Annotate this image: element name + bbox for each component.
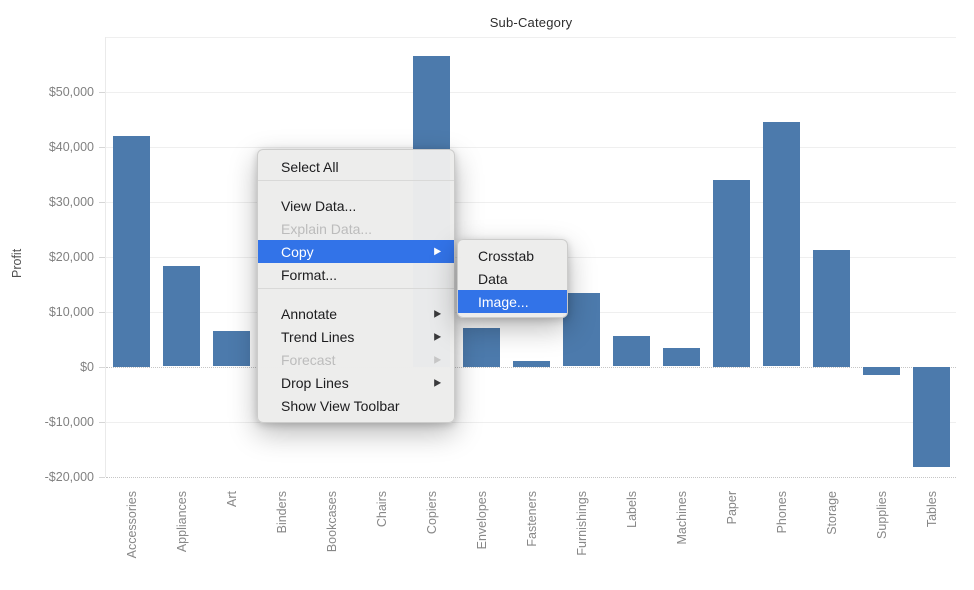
x-label-storage: Storage xyxy=(824,491,839,535)
bar-supplies[interactable] xyxy=(863,367,900,375)
context-menu-item-annotate[interactable]: Annotate ▶ xyxy=(258,302,454,325)
context-menu-item-label: View Data... xyxy=(281,197,357,214)
y-tick-mark xyxy=(99,202,105,203)
y-tick-label-10000: $10,000 xyxy=(48,305,94,319)
submenu-arrow-icon: ▶ xyxy=(434,307,441,319)
y-tick-label--10000: -$10,000 xyxy=(44,415,94,429)
bar-tables[interactable] xyxy=(913,367,950,467)
context-menu-item-label: Forecast xyxy=(281,351,336,368)
copy-submenu-item-image[interactable]: Image... xyxy=(458,290,567,313)
submenu-arrow-icon: ▶ xyxy=(434,330,441,342)
x-label-copiers: Copiers xyxy=(424,491,439,535)
copy-submenu-item-label: Image... xyxy=(478,293,529,310)
gridline--10000 xyxy=(106,422,956,423)
x-label-envelopes: Envelopes xyxy=(474,491,489,550)
x-label-paper: Paper xyxy=(724,491,739,525)
context-menu-separator xyxy=(258,288,454,289)
bar-fasteners[interactable] xyxy=(513,361,550,367)
context-menu-item-trend-lines[interactable]: Trend Lines ▶ xyxy=(258,325,454,348)
gridline-40000 xyxy=(106,147,956,148)
x-label-tables: Tables xyxy=(924,491,939,528)
y-tick-mark xyxy=(99,147,105,148)
context-menu-item-copy[interactable]: Copy ▶ xyxy=(258,240,454,263)
context-menu-item-explain-data: Explain Data... xyxy=(258,217,454,240)
bar-paper[interactable] xyxy=(713,180,750,367)
submenu-arrow-icon: ▶ xyxy=(434,245,441,257)
x-label-art: Art xyxy=(224,491,239,507)
x-label-binders: Binders xyxy=(274,491,289,534)
gridline--20000 xyxy=(106,477,956,478)
y-tick-mark xyxy=(99,92,105,93)
x-label-phones: Phones xyxy=(774,491,789,534)
context-menu-item-label: Select All xyxy=(281,158,339,175)
context-menu-item-label: Drop Lines xyxy=(281,374,349,391)
y-axis-line xyxy=(105,37,106,477)
bar-storage[interactable] xyxy=(813,250,850,367)
y-tick-mark xyxy=(99,257,105,258)
x-label-appliances: Appliances xyxy=(174,491,189,553)
copy-submenu-item-crosstab[interactable]: Crosstab xyxy=(458,244,567,267)
x-label-furnishings: Furnishings xyxy=(574,491,589,556)
copy-submenu: Crosstab Data Image... xyxy=(457,239,568,318)
bar-phones[interactable] xyxy=(763,122,800,366)
bar-appliances[interactable] xyxy=(163,266,200,366)
bar-furnishings[interactable] xyxy=(563,293,600,366)
copy-submenu-item-label: Crosstab xyxy=(478,247,535,264)
bar-machines[interactable] xyxy=(663,348,700,366)
gridline-60000 xyxy=(106,37,956,38)
submenu-arrow-icon: ▶ xyxy=(434,376,441,388)
bar-envelopes[interactable] xyxy=(463,328,500,367)
copy-submenu-item-data[interactable]: Data xyxy=(458,267,567,290)
context-menu-item-label: Trend Lines xyxy=(281,328,355,345)
context-menu-item-label: Format... xyxy=(281,266,338,283)
x-label-labels: Labels xyxy=(624,491,639,528)
context-menu-item-select-all[interactable]: Select All xyxy=(258,155,454,178)
x-label-supplies: Supplies xyxy=(874,491,889,539)
y-tick-mark xyxy=(99,367,105,368)
x-label-bookcases: Bookcases xyxy=(324,491,339,553)
bar-accessories[interactable] xyxy=(113,136,150,367)
context-menu-item-label: Annotate xyxy=(281,305,338,322)
x-label-accessories: Accessories xyxy=(124,491,139,559)
x-label-chairs: Chairs xyxy=(374,491,389,528)
gridline-0 xyxy=(106,367,956,368)
context-menu-item-view-data[interactable]: View Data... xyxy=(258,194,454,217)
context-menu-item-forecast: Forecast ▶ xyxy=(258,348,454,371)
y-tick-label-20000: $20,000 xyxy=(48,250,94,264)
y-tick-label-50000: $50,000 xyxy=(48,85,94,99)
context-menu-item-show-view-toolbar[interactable]: Show View Toolbar xyxy=(258,394,454,417)
context-menu-item-label: Show View Toolbar xyxy=(281,397,400,414)
context-menu-item-label: Explain Data... xyxy=(281,220,373,237)
x-label-machines: Machines xyxy=(674,491,689,545)
bar-labels[interactable] xyxy=(613,336,650,366)
bar-art[interactable] xyxy=(213,331,250,366)
y-tick-mark xyxy=(99,312,105,313)
chart-title: Sub-Category xyxy=(489,15,573,30)
y-tick-label-30000: $30,000 xyxy=(48,195,94,209)
y-tick-label--20000: -$20,000 xyxy=(44,470,94,484)
y-tick-label-40000: $40,000 xyxy=(48,140,94,154)
context-menu-item-format[interactable]: Format... xyxy=(258,263,454,286)
context-menu-item-label: Copy xyxy=(281,243,314,260)
y-tick-mark xyxy=(99,477,105,478)
y-tick-mark xyxy=(99,422,105,423)
context-menu: Select All View Data... Explain Data... Cop… xyxy=(257,149,455,423)
gridline-50000 xyxy=(106,92,956,93)
x-label-fasteners: Fasteners xyxy=(524,491,539,547)
y-tick-label-0: $0 xyxy=(80,360,94,374)
submenu-arrow-icon: ▶ xyxy=(434,353,441,365)
context-menu-item-drop-lines[interactable]: Drop Lines ▶ xyxy=(258,371,454,394)
context-menu-separator xyxy=(258,180,454,181)
copy-submenu-item-label: Data xyxy=(478,270,508,287)
gridline-30000 xyxy=(106,202,956,203)
